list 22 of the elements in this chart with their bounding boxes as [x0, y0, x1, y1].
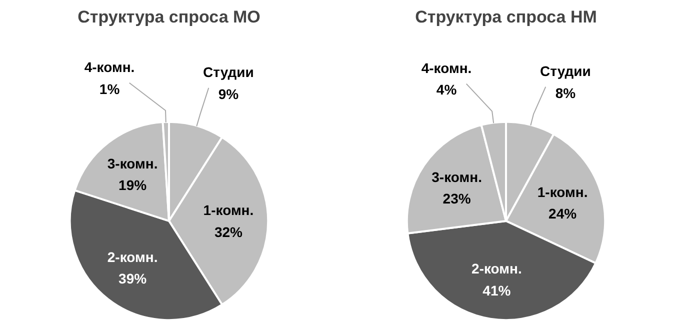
slice-label: 4-комн.: [84, 59, 135, 76]
slice-label: 3-комн.: [107, 155, 158, 172]
data-label: 1%: [99, 80, 120, 97]
slice-label: 1-комн.: [537, 184, 588, 200]
slice-label: 2-комн.: [107, 248, 158, 265]
data-label: 8%: [555, 84, 576, 101]
slice-label: 3-комн.: [432, 168, 482, 185]
data-label: 41%: [482, 282, 512, 298]
data-label: 9%: [218, 86, 240, 102]
slice-label: Студии: [540, 63, 591, 80]
chart-title: Структура спроса МО: [78, 8, 260, 26]
data-label: 32%: [214, 224, 244, 240]
data-label: 23%: [442, 190, 472, 207]
slice-label: 1-комн.: [203, 202, 254, 218]
slice-label: 4-комн.: [421, 60, 472, 76]
data-label: 4%: [436, 82, 458, 98]
data-label: 39%: [118, 270, 148, 287]
slice-label: 2-комн.: [472, 260, 522, 277]
data-label: 24%: [548, 206, 578, 222]
chart-title: Структура спроса НМ: [415, 8, 597, 26]
data-label: 19%: [118, 177, 148, 194]
slice-label: Студии: [203, 64, 254, 80]
